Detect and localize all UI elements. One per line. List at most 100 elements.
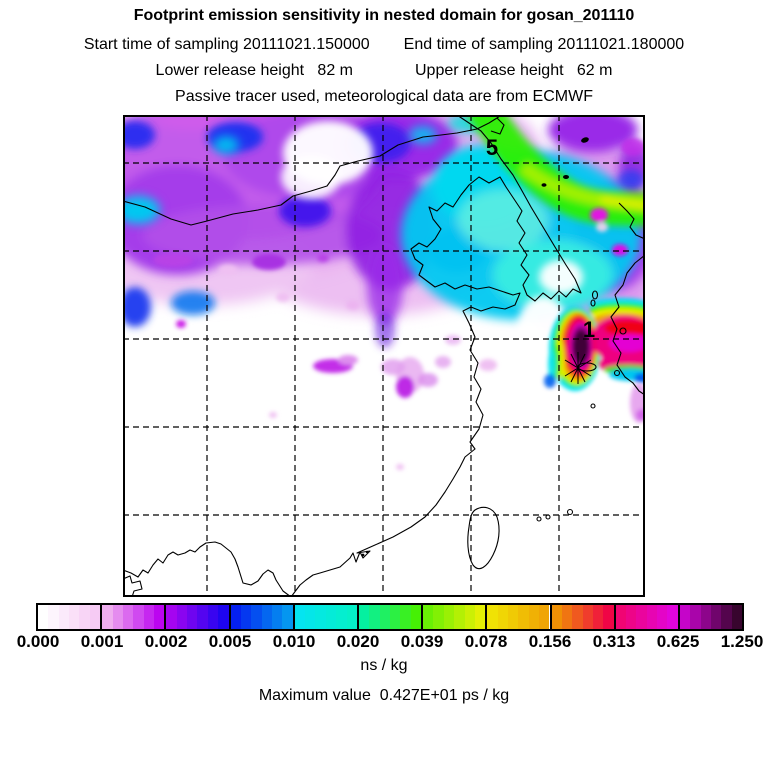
colorbar-cell bbox=[667, 605, 678, 629]
colorbar-cell bbox=[710, 605, 722, 629]
colorbar-segment bbox=[549, 605, 614, 629]
tracer-line: Passive tracer used, meteorological data… bbox=[175, 88, 593, 105]
colorbar-segment bbox=[613, 605, 678, 629]
colorbar-cell bbox=[615, 605, 627, 629]
colorbar-cell bbox=[58, 605, 70, 629]
colorbar-cell bbox=[102, 605, 113, 629]
map-label-1: 1 bbox=[583, 317, 595, 342]
colorbar-cell bbox=[603, 605, 614, 629]
lower-release-text: Lower release height 82 m bbox=[155, 62, 353, 79]
upper-release-text: Upper release height 62 m bbox=[415, 62, 613, 79]
colorbar-cell bbox=[646, 605, 658, 629]
start-time-text: Start time of sampling 20111021.150000 bbox=[83, 36, 370, 53]
colorbar-cell bbox=[497, 605, 509, 629]
colorbar-cell bbox=[176, 605, 188, 629]
colorbar-cell bbox=[240, 605, 252, 629]
colorbar-cell bbox=[197, 605, 208, 629]
colorbar-cell bbox=[582, 605, 593, 629]
colorbar-cell bbox=[423, 605, 434, 629]
colorbar-segment bbox=[164, 605, 229, 629]
colorbar-cell bbox=[207, 605, 219, 629]
colorbar-segment bbox=[421, 605, 486, 629]
colorbar-tick-labels: 0.000 0.001 0.002 0.005 0.010 0.020 0.039 0.078… bbox=[0, 632, 768, 652]
colorbar-tick: 0.156 bbox=[528, 632, 572, 651]
map-label-5: 5 bbox=[486, 135, 498, 160]
colorbar-segment bbox=[356, 605, 422, 629]
colorbar-cell bbox=[721, 605, 732, 629]
colorbar-cell bbox=[700, 605, 711, 629]
colorbar-cell bbox=[551, 605, 562, 629]
colorbar-cell bbox=[305, 605, 316, 629]
colorbar-cell bbox=[294, 605, 306, 629]
colorbar-cell bbox=[433, 605, 444, 629]
colorbar-cell bbox=[626, 605, 637, 629]
colorbar-cell bbox=[539, 605, 550, 629]
colorbar-cell bbox=[153, 605, 165, 629]
colorbar-cell bbox=[325, 605, 337, 629]
colorbar-cell bbox=[443, 605, 455, 629]
sampling-times-line: Start time of sampling 20111021.150000 En… bbox=[0, 36, 768, 54]
colorbar-tick: 0.001 bbox=[80, 632, 124, 651]
colorbar-cell bbox=[731, 605, 743, 629]
colorbar-cell bbox=[358, 605, 370, 629]
colorbar-cell bbox=[261, 605, 272, 629]
colorbar-cell bbox=[390, 605, 401, 629]
colorbar-cell bbox=[572, 605, 583, 629]
map-plot: 5 1 bbox=[122, 114, 646, 598]
colorbar-cell bbox=[89, 605, 101, 629]
colorbar-cell bbox=[410, 605, 422, 629]
map-frame bbox=[123, 115, 645, 597]
colorbar-tick: 0.005 bbox=[208, 632, 252, 651]
colorbar-cell bbox=[315, 605, 326, 629]
colorbar-cell bbox=[143, 605, 154, 629]
colorbar-cell bbox=[369, 605, 380, 629]
colorbar-segment bbox=[292, 605, 357, 629]
colorbar-tick: 0.020 bbox=[336, 632, 380, 651]
colorbar-cell bbox=[336, 605, 347, 629]
colorbar-segment bbox=[228, 605, 293, 629]
colorbar-segment bbox=[485, 605, 550, 629]
island-dots bbox=[361, 137, 589, 557]
colorbar bbox=[36, 603, 744, 631]
colorbar-cell bbox=[528, 605, 540, 629]
colorbar-tick: 0.625 bbox=[656, 632, 700, 651]
colorbar-cell bbox=[251, 605, 262, 629]
colorbar-cell bbox=[79, 605, 90, 629]
colorbar-cell bbox=[508, 605, 519, 629]
colorbar-tick: 0.010 bbox=[272, 632, 316, 651]
colorbar-cell bbox=[464, 605, 475, 629]
colorbar-cell bbox=[679, 605, 691, 629]
colorbar-cell bbox=[187, 605, 198, 629]
colorbar-segment bbox=[38, 605, 101, 629]
colorbar-cell bbox=[122, 605, 134, 629]
colorbar-cell bbox=[690, 605, 701, 629]
colorbar-cell bbox=[379, 605, 391, 629]
sensitivity-plume-field bbox=[123, 115, 645, 597]
colorbar-tick: 1.250 bbox=[720, 632, 764, 651]
colorbar-cell bbox=[272, 605, 283, 629]
colorbar-tick: 0.039 bbox=[400, 632, 444, 651]
coastlines bbox=[122, 114, 646, 598]
colorbar-cell bbox=[166, 605, 177, 629]
colorbar-cell bbox=[230, 605, 241, 629]
colorbar-cell bbox=[474, 605, 486, 629]
colorbar-cell bbox=[346, 605, 357, 629]
receptor-star-marker bbox=[564, 352, 592, 384]
colorbar-cell bbox=[133, 605, 144, 629]
colorbar-cell bbox=[38, 605, 49, 629]
colorbar-cell bbox=[400, 605, 411, 629]
plot-title: Footprint emission sensitivity in nested… bbox=[133, 7, 635, 24]
release-heights-line: Lower release height 82 m Upper release h… bbox=[0, 62, 768, 80]
colorbar-cell bbox=[518, 605, 529, 629]
colorbar-units: ns / kg bbox=[360, 657, 408, 674]
colorbar-cell bbox=[636, 605, 647, 629]
colorbar-tick: 0.313 bbox=[592, 632, 636, 651]
maximum-value-line: Maximum value 0.427E+01 ps / kg bbox=[258, 687, 510, 704]
colorbar-tick: 0.000 bbox=[16, 632, 60, 651]
colorbar-tick: 0.002 bbox=[144, 632, 188, 651]
colorbar-cell bbox=[48, 605, 59, 629]
colorbar-cell bbox=[592, 605, 604, 629]
colorbar-cell bbox=[454, 605, 465, 629]
colorbar-segment bbox=[677, 605, 743, 629]
